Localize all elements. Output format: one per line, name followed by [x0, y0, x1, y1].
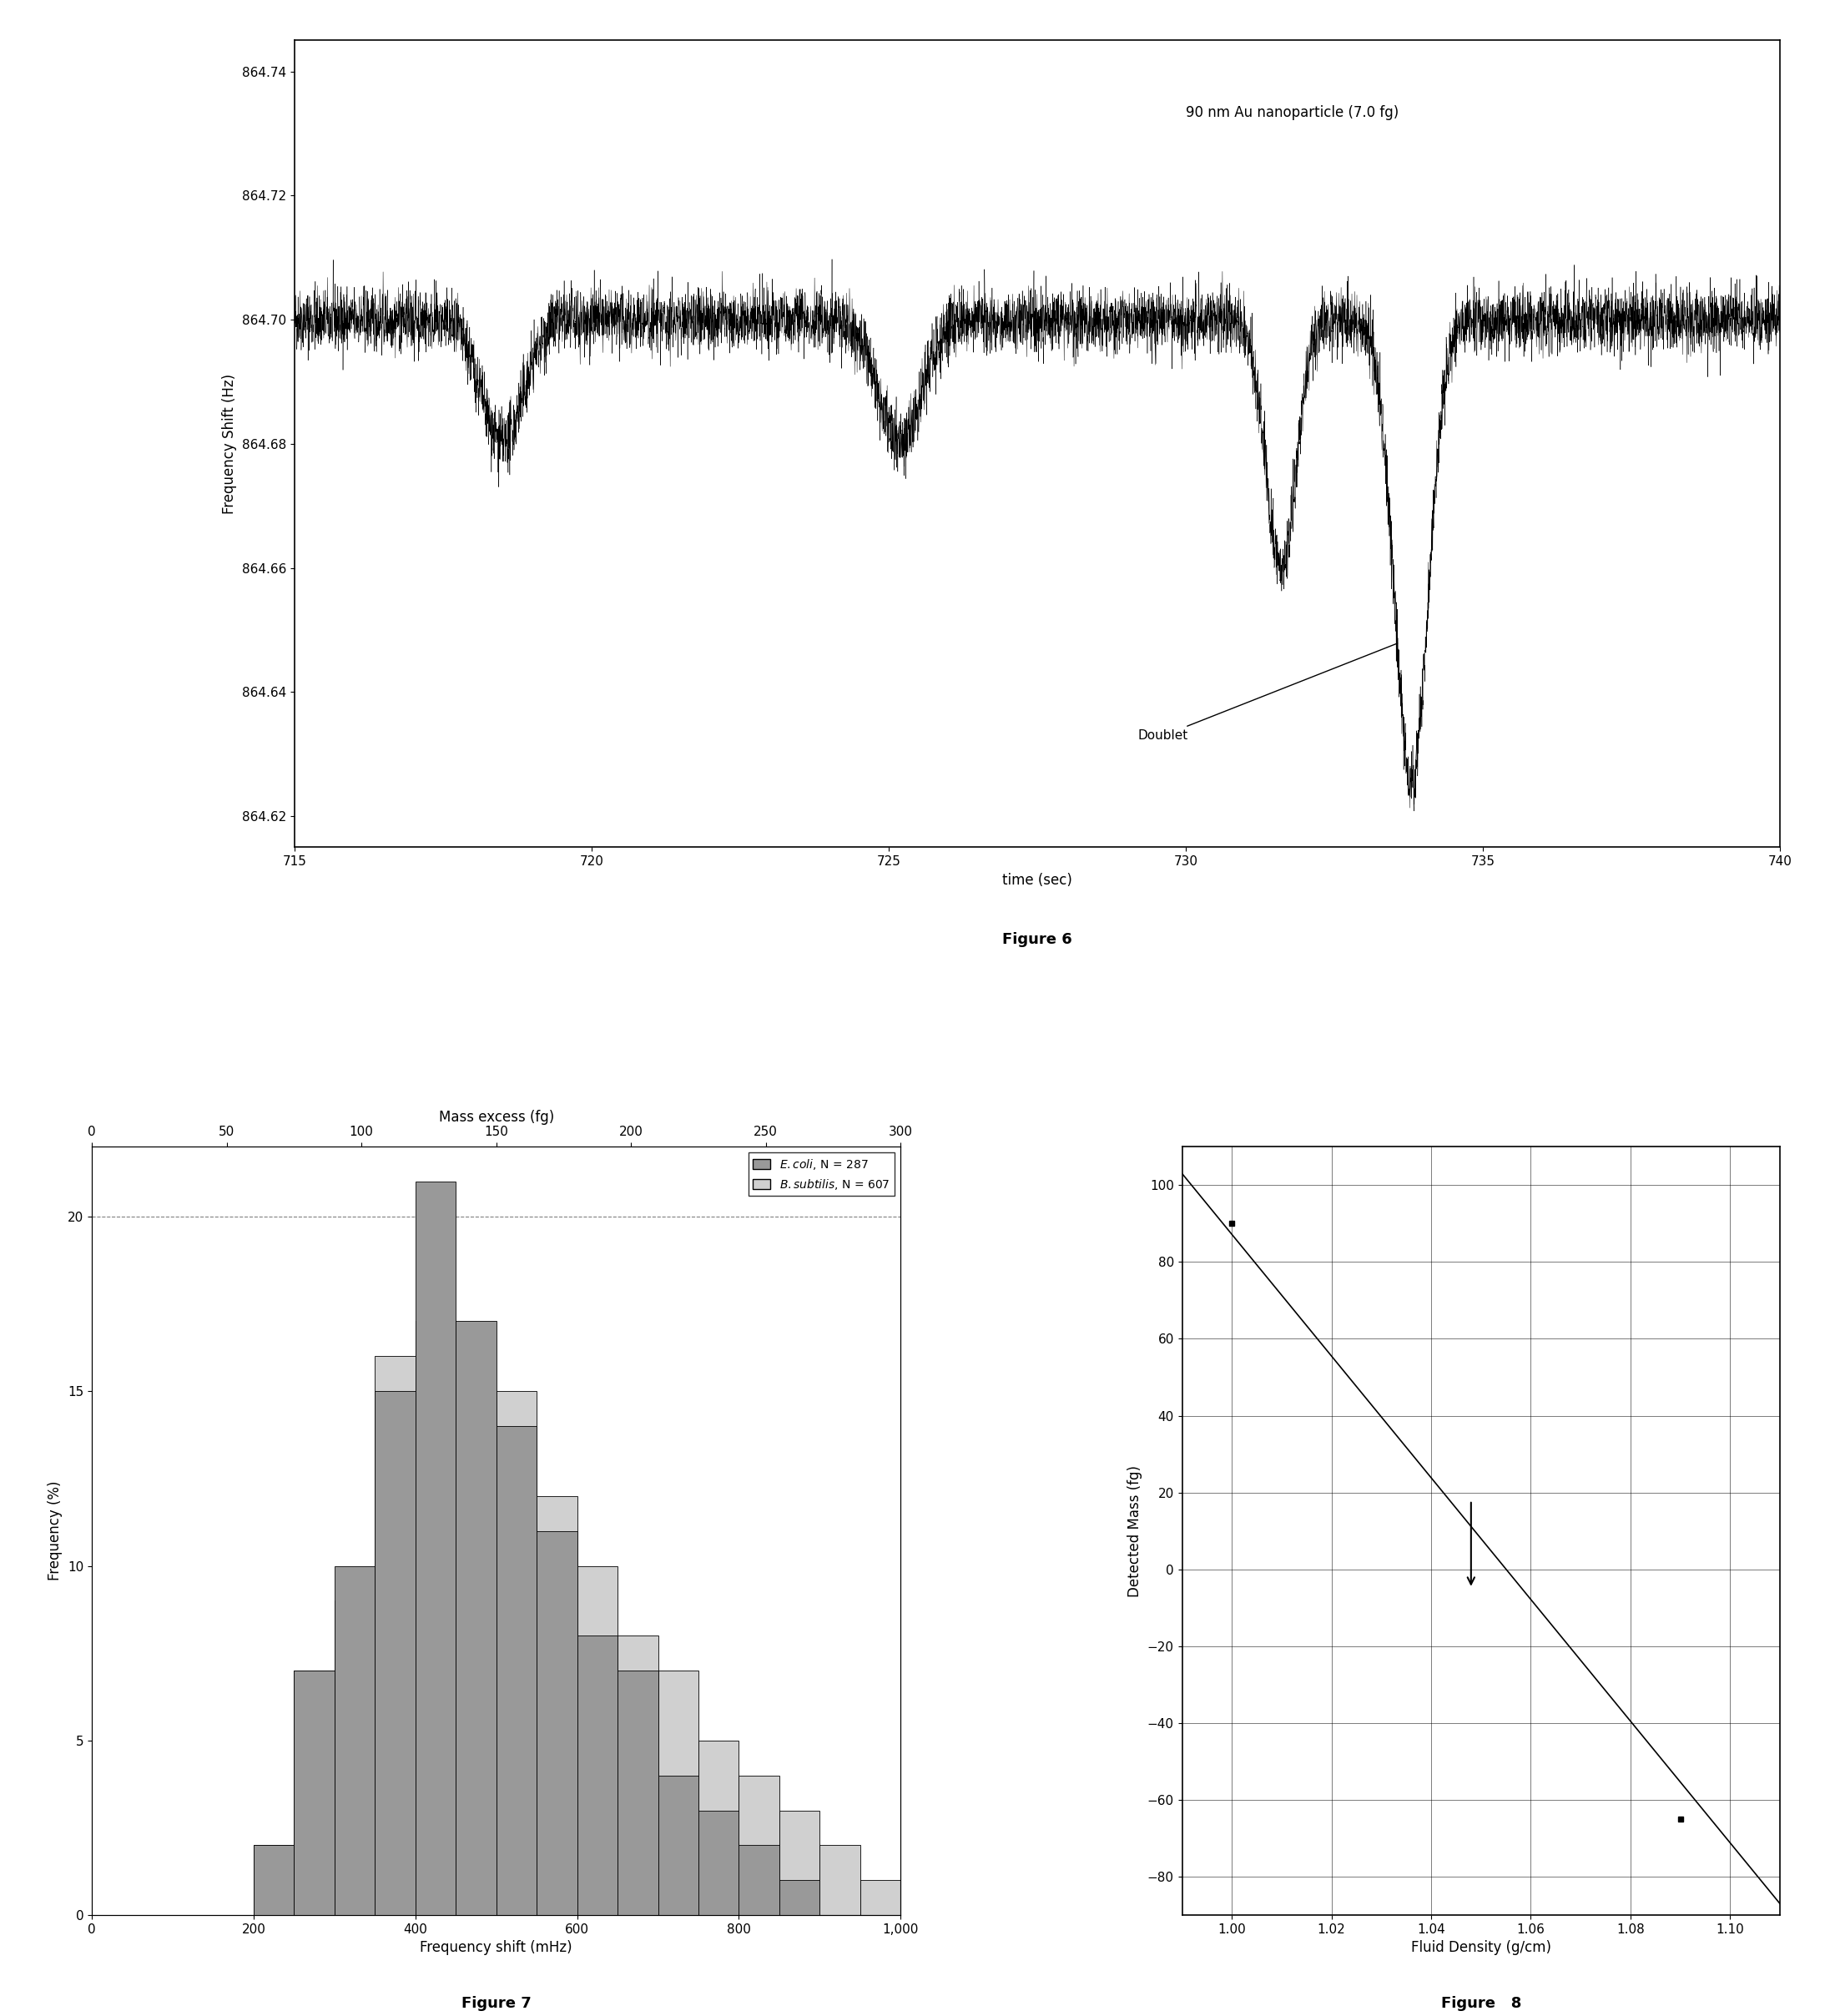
X-axis label: time (sec): time (sec): [1002, 873, 1072, 887]
Bar: [536, 1530, 576, 1915]
Y-axis label: Detected Mass (fg): Detected Mass (fg): [1127, 1466, 1143, 1597]
Bar: [334, 1601, 374, 1915]
Bar: [699, 1740, 740, 1915]
Bar: [415, 1320, 455, 1915]
Bar: [659, 1776, 699, 1915]
Bar: [334, 1566, 374, 1915]
Bar: [861, 1881, 901, 1915]
Bar: [495, 1391, 536, 1915]
Bar: [740, 1845, 780, 1915]
Bar: [780, 1881, 820, 1915]
X-axis label: Frequency shift (mHz): Frequency shift (mHz): [420, 1941, 573, 1956]
Bar: [253, 1845, 294, 1915]
Bar: [699, 1810, 740, 1915]
Y-axis label: Frequency Shift (Hz): Frequency Shift (Hz): [222, 373, 237, 514]
Bar: [780, 1810, 820, 1915]
X-axis label: Fluid Density (g/cm): Fluid Density (g/cm): [1411, 1941, 1551, 1956]
Bar: [374, 1391, 415, 1915]
Bar: [659, 1671, 699, 1915]
Bar: [618, 1671, 659, 1915]
Text: Figure   8: Figure 8: [1440, 1996, 1521, 2010]
Bar: [576, 1635, 618, 1915]
Bar: [495, 1425, 536, 1915]
Bar: [455, 1391, 495, 1915]
Text: Figure 6: Figure 6: [1002, 933, 1072, 948]
X-axis label: Mass excess (fg): Mass excess (fg): [439, 1109, 554, 1125]
Bar: [455, 1320, 495, 1915]
Bar: [820, 1845, 861, 1915]
Text: Doublet: Doublet: [1138, 643, 1398, 742]
Text: Figure 7: Figure 7: [461, 1996, 530, 2010]
Bar: [253, 1845, 294, 1915]
Bar: [576, 1566, 618, 1915]
Bar: [618, 1635, 659, 1915]
Bar: [740, 1776, 780, 1915]
Bar: [374, 1357, 415, 1915]
Bar: [294, 1671, 334, 1915]
Bar: [536, 1496, 576, 1915]
Y-axis label: Frequency (%): Frequency (%): [48, 1482, 62, 1581]
Text: 90 nm Au nanoparticle (7.0 fg): 90 nm Au nanoparticle (7.0 fg): [1185, 105, 1398, 119]
Legend: $\it{E. coli}$, N = 287, $\it{B. subtilis}$, N = 607: $\it{E. coli}$, N = 287, $\it{B. subtili…: [749, 1153, 895, 1195]
Bar: [415, 1181, 455, 1915]
Bar: [294, 1671, 334, 1915]
